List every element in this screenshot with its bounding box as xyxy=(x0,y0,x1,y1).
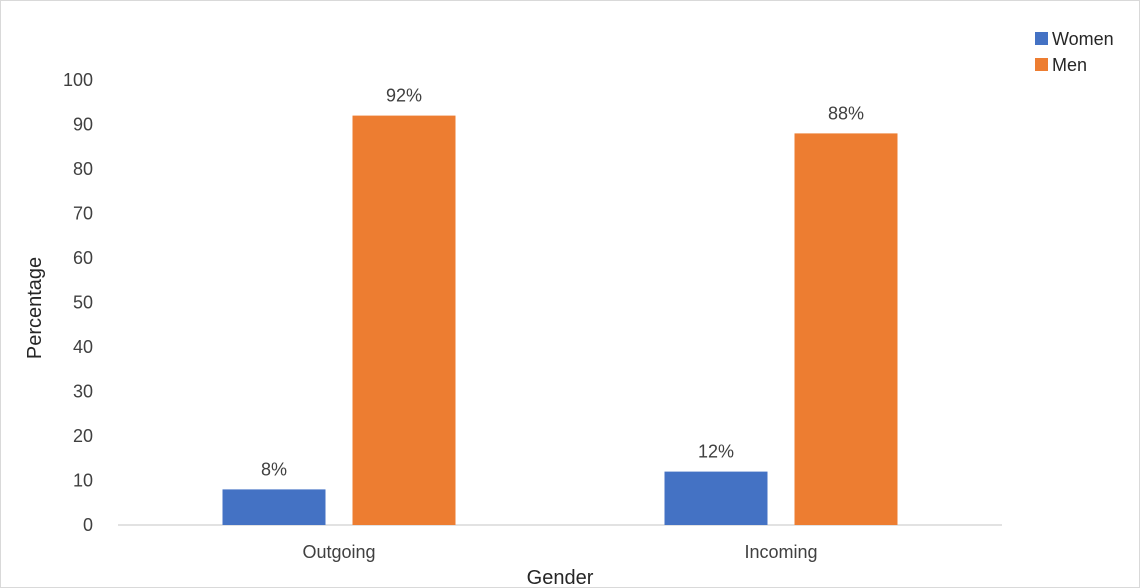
y-tick-label: 40 xyxy=(73,337,93,357)
data-label: 8% xyxy=(261,459,287,479)
x-tick-label: Incoming xyxy=(744,542,817,562)
x-axis-ticks: Outgoing Incoming xyxy=(302,542,817,562)
x-axis-title: Gender xyxy=(527,567,594,588)
legend-swatch-men xyxy=(1035,58,1048,71)
y-tick-label: 0 xyxy=(83,515,93,535)
x-tick-label: Outgoing xyxy=(302,542,375,562)
y-tick-label: 70 xyxy=(73,204,93,224)
data-label: 88% xyxy=(828,103,864,123)
y-tick-label: 30 xyxy=(73,382,93,402)
legend-swatch-women xyxy=(1035,32,1048,45)
data-labels: 8% 92% 12% 88% xyxy=(261,86,864,480)
data-label: 92% xyxy=(386,86,422,106)
y-axis-title: Percentage xyxy=(24,257,46,359)
y-tick-label: 20 xyxy=(73,426,93,446)
y-axis-ticks: 0 10 20 30 40 50 60 70 80 90 100 xyxy=(63,70,93,535)
y-tick-label: 100 xyxy=(63,70,93,90)
legend-label-women: Women xyxy=(1052,29,1114,49)
bar-women-outgoing xyxy=(222,489,326,525)
bar-women-incoming xyxy=(664,471,768,525)
y-tick-label: 90 xyxy=(73,115,93,135)
y-tick-label: 60 xyxy=(73,248,93,268)
legend: Women Men xyxy=(1035,29,1114,75)
legend-label-men: Men xyxy=(1052,55,1087,75)
data-label: 12% xyxy=(698,442,734,462)
y-tick-label: 50 xyxy=(73,293,93,313)
y-tick-label: 10 xyxy=(73,471,93,491)
bar-men-outgoing xyxy=(352,115,456,525)
bars xyxy=(222,115,898,525)
bar-men-incoming xyxy=(794,133,898,525)
y-tick-label: 80 xyxy=(73,159,93,179)
